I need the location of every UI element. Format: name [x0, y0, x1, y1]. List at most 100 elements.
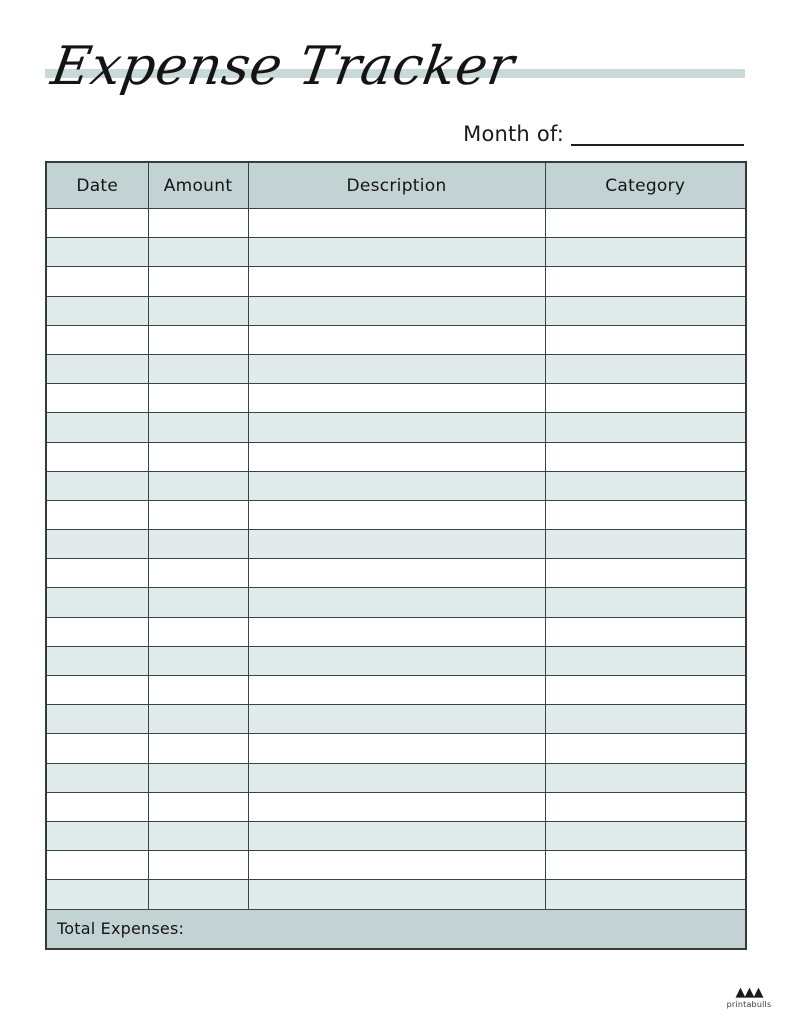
- cell-description[interactable]: [247, 237, 546, 268]
- cell-category[interactable]: [544, 850, 747, 881]
- cell-description[interactable]: [247, 558, 546, 589]
- cell-category[interactable]: [544, 499, 747, 531]
- cell-category[interactable]: [544, 733, 747, 764]
- cell-category[interactable]: [544, 441, 747, 472]
- cell-description[interactable]: [247, 587, 546, 618]
- cell-amount[interactable]: [147, 704, 249, 735]
- cell-category[interactable]: [544, 616, 747, 647]
- cell-description[interactable]: [247, 733, 546, 764]
- cell-amount[interactable]: [147, 529, 249, 560]
- cell-date[interactable]: [45, 820, 149, 852]
- cell-date[interactable]: [45, 383, 149, 414]
- cell-description[interactable]: [247, 383, 546, 414]
- cell-category[interactable]: [544, 674, 747, 706]
- cell-description[interactable]: [247, 529, 546, 560]
- cell-amount[interactable]: [147, 645, 249, 677]
- cell-date[interactable]: [45, 645, 149, 677]
- cell-amount[interactable]: [147, 412, 249, 443]
- cell-date[interactable]: [45, 558, 149, 589]
- cell-date[interactable]: [45, 674, 149, 706]
- cell-description[interactable]: [247, 499, 546, 531]
- cell-category[interactable]: [544, 383, 747, 414]
- cell-category[interactable]: [544, 879, 747, 910]
- cell-date[interactable]: [45, 704, 149, 735]
- cell-amount[interactable]: [147, 470, 249, 501]
- cell-amount[interactable]: [147, 733, 249, 764]
- cell-description[interactable]: [247, 645, 546, 677]
- cell-category[interactable]: [544, 295, 747, 326]
- cell-amount[interactable]: [147, 587, 249, 618]
- cell-date[interactable]: [45, 499, 149, 531]
- cell-description[interactable]: [247, 412, 546, 443]
- cell-date[interactable]: [45, 850, 149, 881]
- cell-category[interactable]: [544, 324, 747, 355]
- cell-description[interactable]: [247, 353, 546, 385]
- cell-date[interactable]: [45, 324, 149, 355]
- cell-description[interactable]: [247, 762, 546, 793]
- cell-amount[interactable]: [147, 237, 249, 268]
- cell-category[interactable]: [544, 266, 747, 297]
- cell-date[interactable]: [45, 529, 149, 560]
- cell-amount[interactable]: [147, 499, 249, 531]
- total-expenses-label[interactable]: Total Expenses:: [45, 908, 747, 949]
- cell-category[interactable]: [544, 645, 747, 677]
- cell-amount[interactable]: [147, 353, 249, 385]
- cell-description[interactable]: [247, 879, 546, 910]
- cell-amount[interactable]: [147, 879, 249, 910]
- cell-category[interactable]: [544, 353, 747, 385]
- cell-amount[interactable]: [147, 820, 249, 852]
- cell-description[interactable]: [247, 674, 546, 706]
- cell-date[interactable]: [45, 470, 149, 501]
- cell-amount[interactable]: [147, 850, 249, 881]
- cell-amount[interactable]: [147, 616, 249, 647]
- cell-category[interactable]: [544, 762, 747, 793]
- cell-date[interactable]: [45, 207, 149, 239]
- cell-description[interactable]: [247, 850, 546, 881]
- cell-date[interactable]: [45, 237, 149, 268]
- cell-description[interactable]: [247, 470, 546, 501]
- cell-description[interactable]: [247, 791, 546, 822]
- cell-amount[interactable]: [147, 383, 249, 414]
- cell-description[interactable]: [247, 616, 546, 647]
- cell-category[interactable]: [544, 412, 747, 443]
- cell-date[interactable]: [45, 762, 149, 793]
- cell-amount[interactable]: [147, 324, 249, 355]
- month-input[interactable]: [571, 120, 744, 146]
- cell-date[interactable]: [45, 616, 149, 647]
- cell-amount[interactable]: [147, 791, 249, 822]
- cell-date[interactable]: [45, 733, 149, 764]
- cell-category[interactable]: [544, 558, 747, 589]
- cell-category[interactable]: [544, 237, 747, 268]
- cell-description[interactable]: [247, 295, 546, 326]
- cell-date[interactable]: [45, 441, 149, 472]
- cell-description[interactable]: [247, 820, 546, 852]
- cell-amount[interactable]: [147, 295, 249, 326]
- cell-amount[interactable]: [147, 266, 249, 297]
- cell-amount[interactable]: [147, 441, 249, 472]
- cell-date[interactable]: [45, 266, 149, 297]
- cell-category[interactable]: [544, 820, 747, 852]
- table-row: [45, 470, 747, 501]
- cell-amount[interactable]: [147, 207, 249, 239]
- cell-category[interactable]: [544, 587, 747, 618]
- cell-amount[interactable]: [147, 762, 249, 793]
- cell-category[interactable]: [544, 470, 747, 501]
- cell-description[interactable]: [247, 324, 546, 355]
- cell-category[interactable]: [544, 704, 747, 735]
- cell-description[interactable]: [247, 207, 546, 239]
- cell-date[interactable]: [45, 587, 149, 618]
- cell-category[interactable]: [544, 207, 747, 239]
- cell-description[interactable]: [247, 704, 546, 735]
- cell-date[interactable]: [45, 791, 149, 822]
- cell-category[interactable]: [544, 791, 747, 822]
- cell-description[interactable]: [247, 441, 546, 472]
- cell-date[interactable]: [45, 295, 149, 326]
- cell-date[interactable]: [45, 879, 149, 910]
- cell-description[interactable]: [247, 266, 546, 297]
- table-row: [45, 645, 747, 677]
- cell-amount[interactable]: [147, 674, 249, 706]
- cell-date[interactable]: [45, 412, 149, 443]
- cell-amount[interactable]: [147, 558, 249, 589]
- cell-date[interactable]: [45, 353, 149, 385]
- cell-category[interactable]: [544, 529, 747, 560]
